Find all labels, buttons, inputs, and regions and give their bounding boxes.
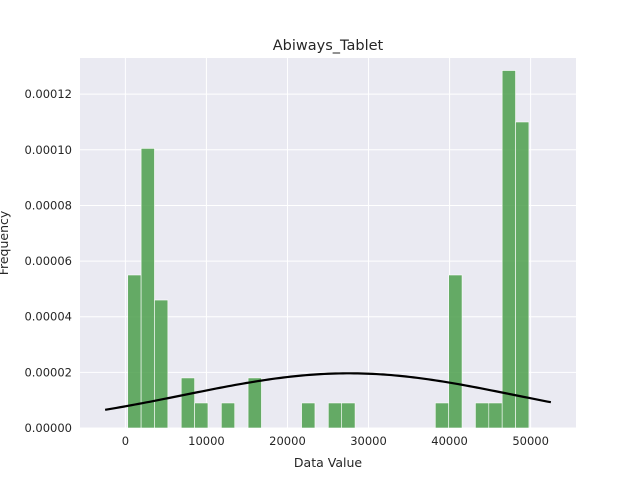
y-tick-label: 0.00006 xyxy=(24,254,72,268)
histogram-bar xyxy=(488,402,503,429)
histogram-bar xyxy=(501,70,516,429)
histogram-bar xyxy=(448,274,463,429)
x-axis-label: Data Value xyxy=(294,455,362,470)
y-axis-label: Frequency xyxy=(0,210,11,275)
y-tick-label: 0.00012 xyxy=(24,87,72,101)
y-tick-label: 0.00002 xyxy=(24,365,72,379)
x-tick-label: 40000 xyxy=(431,434,468,448)
histogram-bar xyxy=(154,299,169,429)
histogram-bar xyxy=(301,402,316,429)
histogram-bar xyxy=(328,402,342,429)
x-tick-label: 30000 xyxy=(350,434,387,448)
histogram-bar xyxy=(140,148,155,429)
chart-title: Abiways_Tablet xyxy=(273,38,384,54)
histogram-bars xyxy=(127,70,530,429)
histogram-bar xyxy=(435,402,449,429)
y-tick-label: 0.00010 xyxy=(24,143,72,157)
histogram-bar xyxy=(180,377,195,429)
histogram-bar xyxy=(475,402,490,429)
density-curve xyxy=(104,372,552,411)
y-tick-label: 0.00000 xyxy=(24,421,72,435)
histogram-bar xyxy=(341,402,356,429)
x-axis-ticks: 0 10000 20000 30000 40000 50000 xyxy=(122,434,549,448)
histogram-bar xyxy=(221,402,236,429)
histogram-bar xyxy=(247,377,262,429)
y-tick-label: 0.00004 xyxy=(24,310,72,324)
x-tick-label: 50000 xyxy=(512,434,549,448)
x-tick-label: 20000 xyxy=(269,434,306,448)
y-tick-label: 0.00008 xyxy=(24,198,72,212)
histogram-bar xyxy=(515,121,530,429)
x-tick-label: 0 xyxy=(122,434,129,448)
histogram-bar xyxy=(194,402,209,429)
x-tick-label: 10000 xyxy=(188,434,225,448)
y-axis-ticks: 0.00000 0.00002 0.00004 0.00006 0.00008 0.000… xyxy=(24,87,72,435)
